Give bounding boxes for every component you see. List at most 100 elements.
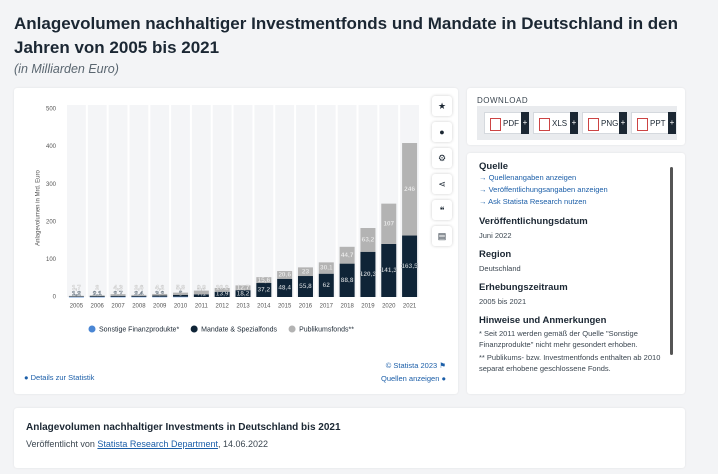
data-label: 15,6: [257, 277, 270, 284]
bar-segment: [339, 263, 355, 297]
bar-segment: [68, 295, 84, 297]
data-label: 48,4: [278, 285, 291, 292]
print-button[interactable]: ▤: [432, 226, 452, 246]
data-label: 62: [323, 282, 331, 289]
related-card: Anlagevolumen nachhaltiger Investments i…: [14, 408, 685, 468]
column-band: [296, 105, 315, 297]
download-ppt[interactable]: PPT: [631, 112, 676, 134]
data-label: 120,3: [360, 271, 377, 278]
field-value: Deutschland: [479, 264, 521, 273]
alert-button[interactable]: ●: [432, 122, 452, 142]
x-tick-label: 2017: [320, 304, 334, 310]
copyright: © Statista 2023 ⚑: [385, 361, 446, 370]
column-band: [171, 105, 190, 297]
related-date: , 14.06.2022: [217, 439, 269, 449]
details-link[interactable]: ● Details zur Statistik: [24, 373, 95, 382]
bar-segment: [235, 290, 251, 297]
column-band: [212, 105, 232, 297]
sources-text[interactable]: Quellen anzeigen: [380, 374, 440, 383]
column-band: [191, 105, 211, 297]
bar-segment: [193, 290, 209, 295]
related-meta: Veröffentlicht von Statista Research Dep…: [26, 439, 268, 449]
settings-button[interactable]: ⚙: [432, 148, 452, 168]
bar-segment: [256, 277, 272, 284]
data-label: 2,4: [134, 291, 143, 298]
download-pdf[interactable]: PDF: [484, 112, 529, 134]
note: * Seit 2011 werden gemäß der Quelle "Son…: [479, 329, 638, 349]
bar-segment: [89, 295, 105, 297]
page-title: Anlagevolumen nachhaltiger Investmentfon…: [14, 14, 679, 57]
data-label: 2,1: [93, 291, 102, 298]
data-label: 13,9: [216, 291, 229, 298]
bar-segment: [89, 296, 105, 297]
bar-segment: [131, 296, 147, 298]
bar-segment: [297, 276, 313, 297]
bar-segment: [381, 203, 397, 244]
page-subtitle: (in Milliarden Euro): [14, 62, 119, 76]
data-label: 12,7: [237, 284, 250, 291]
notes-title: Hinweise und Anmerkungen: [479, 315, 607, 326]
bar-segment: [110, 296, 126, 298]
share-button[interactable]: ⋖: [432, 174, 452, 194]
bar-segment: [360, 251, 376, 297]
bar-segment: [173, 292, 189, 295]
source-title: Quelle: [479, 161, 509, 172]
sources-link[interactable]: Quellen anzeigen ●: [380, 374, 446, 383]
favorite-button[interactable]: ★: [432, 96, 452, 116]
data-label: 246: [404, 186, 415, 193]
x-tick-label: 2019: [361, 304, 375, 310]
bar-segment: [131, 295, 147, 297]
data-label: 9,9: [197, 285, 206, 292]
y-tick-label: 300: [46, 182, 57, 188]
data-label: 163,5: [401, 263, 418, 270]
download-xls[interactable]: XLS: [533, 112, 578, 134]
related-author[interactable]: Statista Research Department: [97, 439, 218, 449]
x-tick-label: 2016: [299, 304, 313, 310]
bar-segment: [297, 267, 313, 277]
download-png[interactable]: PNG: [582, 112, 627, 134]
bar-segment: [318, 262, 334, 274]
source-link[interactable]: Quellenangaben anzeigen: [479, 172, 674, 184]
x-tick-label: 2018: [340, 304, 354, 310]
x-tick-label: 2020: [382, 304, 396, 310]
y-tick-label: 0: [53, 295, 57, 301]
copyright-text: © Statista 2023: [385, 361, 438, 370]
note: ** Publikums- bzw. Investmentfonds entha…: [479, 353, 661, 373]
x-tick-label: 2015: [278, 304, 292, 310]
column-band: [254, 105, 274, 297]
source-link[interactable]: Veröffentlichungsangaben anzeigen: [479, 184, 674, 196]
cite-button[interactable]: ❝: [432, 200, 452, 220]
bar-segment: [89, 296, 105, 298]
bar-segment: [360, 228, 376, 252]
x-tick-label: 2007: [111, 304, 125, 310]
bar-segment: [68, 296, 84, 298]
details-text[interactable]: Details zur Statistik: [30, 373, 95, 382]
data-label: 55,8: [299, 283, 312, 290]
bar-segment: [214, 287, 230, 292]
legend-label: Mandate & Spezialfonds: [201, 326, 277, 333]
data-label: 20,6: [278, 272, 291, 279]
field-label: Region: [479, 249, 512, 260]
bar-segment: [110, 295, 126, 297]
bar-segment: [402, 143, 418, 236]
source-link[interactable]: Ask Statista Research nutzen: [479, 196, 674, 208]
chart: Anlagevolumen in Mrd. Euro 0 100 200 300 400…: [36, 105, 419, 333]
related-title[interactable]: Anlagevolumen nachhaltiger Investments i…: [26, 422, 341, 433]
data-label: 23: [302, 268, 310, 275]
download-card: DOWNLOAD PDF XLS PNG PPT: [467, 88, 685, 145]
x-tick-label: 2014: [257, 304, 271, 310]
data-label: 63,2: [362, 237, 375, 244]
y-tick-label: 200: [46, 219, 57, 225]
column-band: [150, 105, 170, 297]
info-card: QuelleQuellenangaben anzeigenVeröffentli…: [467, 153, 685, 394]
x-tick-label: 2010: [174, 304, 188, 310]
data-label: 5,8: [176, 285, 185, 292]
bar-segment: [277, 271, 293, 279]
data-label: 37,2: [257, 287, 270, 294]
legend-marker: [288, 325, 296, 333]
x-tick-label: 2013: [236, 304, 250, 310]
related-prefix: Veröffentlicht von: [26, 439, 95, 449]
column-band: [87, 105, 107, 297]
x-tick-label: 2021: [403, 304, 417, 310]
scrollbar[interactable]: [670, 167, 673, 355]
